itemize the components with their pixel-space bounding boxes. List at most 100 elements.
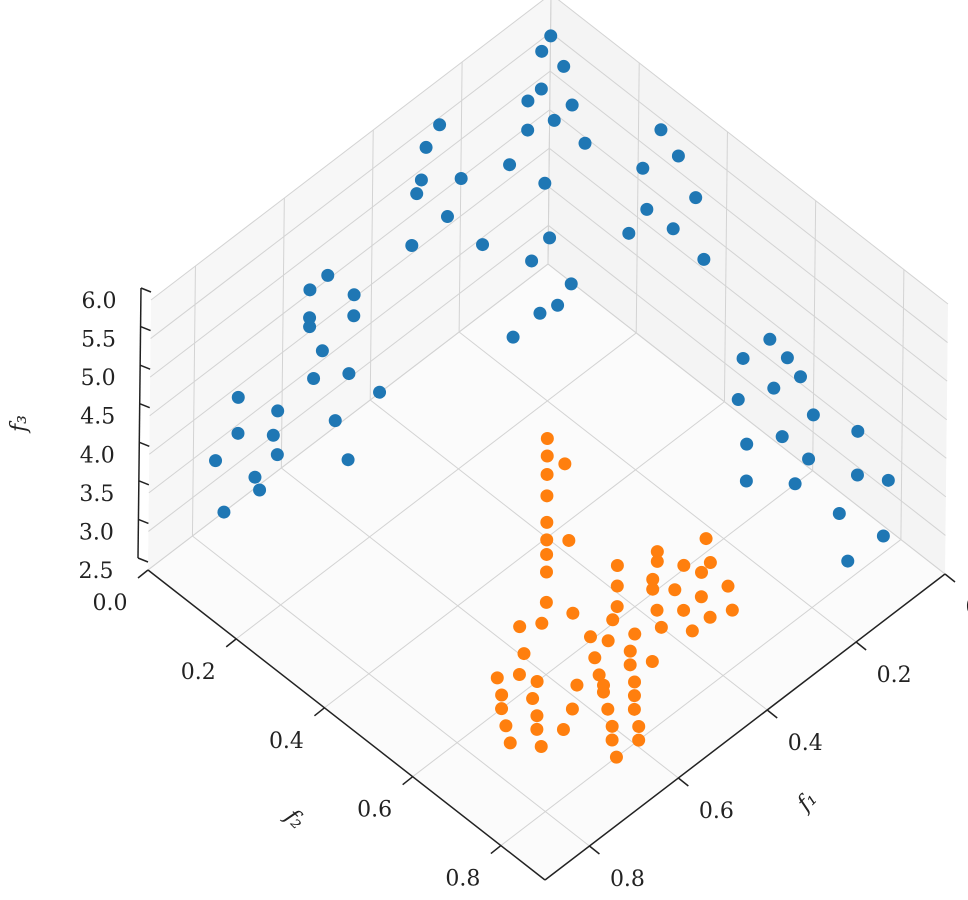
data-point [677,558,691,572]
data-point [454,171,468,185]
data-point [850,468,864,482]
data-point [565,98,579,112]
data-point [303,320,317,334]
data-point [806,408,820,422]
data-point [540,547,554,561]
data-point [405,238,419,252]
data-point [565,702,579,716]
data-point [632,733,646,747]
data-point [540,449,554,463]
data-points [209,29,895,764]
data-point [767,381,781,395]
data-point [780,351,794,365]
data-point [841,554,855,568]
data-point [440,210,454,224]
grid-line [369,129,374,401]
data-point [689,191,703,205]
grid-line [150,32,551,339]
data-point [775,430,789,444]
data-point [566,606,580,620]
data-point [694,590,708,604]
grid-line [191,265,196,537]
data-point [414,173,428,187]
back-pane-left [148,0,551,570]
grid-line [549,70,948,382]
grid-line [148,186,550,494]
data-point [373,385,387,399]
data-point [731,393,745,407]
data-point [881,473,895,487]
data-point [736,351,750,365]
z-tick-mark [137,557,149,563]
data-point [534,740,548,754]
data-point [699,532,713,546]
data-point [217,505,231,519]
data-point [530,722,544,736]
data-point [209,454,223,468]
data-point [535,44,549,58]
data-point [495,702,509,716]
data-point [538,176,552,190]
y-tick-mark [490,844,502,855]
z-tick-label: 4.0 [80,443,115,468]
data-point [721,579,735,593]
data-point [533,306,547,320]
y-tick-mark [137,569,149,579]
data-point [601,702,615,716]
y-tick-label: 0.8 [445,867,480,892]
data-point [540,467,554,481]
x-tick-label: 0.6 [699,799,734,824]
data-point [562,533,576,547]
data-point [433,118,447,132]
data-point [832,506,846,520]
data-point [703,556,717,570]
data-point [725,603,739,617]
data-point [650,545,664,559]
grid-line [723,131,728,402]
y-tick-mark [225,638,237,648]
data-point [570,678,584,692]
data-point [540,565,553,579]
data-point [557,59,571,73]
y-tick-label: 0.0 [93,591,128,616]
data-point [540,431,554,445]
data-point [654,620,668,634]
data-point [521,94,535,108]
data-point [539,595,553,609]
grid-line [557,0,949,305]
data-point [503,736,517,750]
y-tick-label: 0.4 [269,729,304,754]
y-axis-label: f₂ [278,803,309,834]
data-point [495,688,509,702]
data-point [476,238,490,252]
data-point [605,719,619,733]
y-axis-line [147,569,546,881]
data-point [556,723,570,737]
data-point [540,533,554,547]
grid-line [148,147,550,455]
data-point [540,489,554,503]
x-tick-mark [944,573,956,583]
z-tick-label: 4.5 [80,405,115,430]
data-point [266,428,280,442]
data-point [636,161,650,175]
data-point [583,630,597,644]
data-point [328,414,342,428]
data-point [578,136,592,150]
tick-labels: 0.0 0.2 0.4 0.6 0.8 0.0 0.2 0.4 0.6 0.8 2.5 3.0 3.5 4… [79,289,968,892]
z-tick-mark [139,364,151,370]
z-tick-mark [140,325,151,332]
data-point [540,515,554,529]
data-point [530,674,544,688]
grid-line [458,61,463,333]
data-point [517,647,531,661]
z-tick-label: 5.0 [81,366,116,391]
grid-line [149,70,551,378]
grid-line [548,186,947,498]
z-axis-label: f₃ [7,415,32,434]
y-tick-mark [313,707,325,717]
data-point [521,123,535,137]
data-point [253,483,267,497]
grid-line [280,197,285,469]
